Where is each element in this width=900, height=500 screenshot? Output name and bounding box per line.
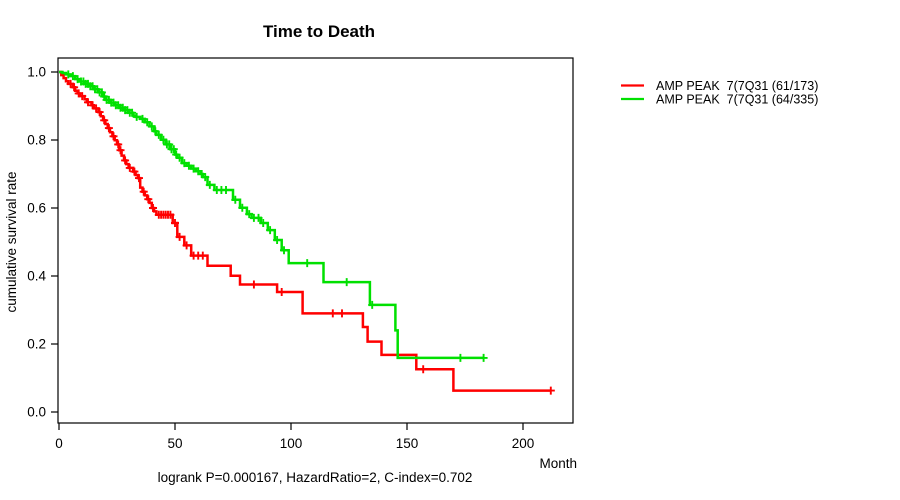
y-tick-label: 0.6 <box>27 201 46 216</box>
y-axis-title: cumulative survival rate <box>4 171 19 312</box>
survival-curve-green <box>59 70 484 360</box>
censor-marks-green <box>64 70 488 362</box>
y-tick-label: 0.0 <box>27 405 46 420</box>
censor-marks-red <box>66 79 555 395</box>
y-tick-label: 0.4 <box>27 269 46 284</box>
survival-curves <box>59 70 555 395</box>
plot-title: Time to Death <box>263 22 375 41</box>
legend: AMP PEAK 7(7Q31 (61/173) AMP PEAK 7(7Q31… <box>621 79 818 107</box>
x-tick-label: 150 <box>396 436 419 451</box>
x-axis-title: Month <box>539 456 577 471</box>
x-tick-label: 0 <box>55 436 63 451</box>
x-tick-label: 200 <box>512 436 535 451</box>
x-axis-ticks: 0 50 100 150 200 <box>55 423 534 451</box>
y-tick-label: 0.8 <box>27 133 46 148</box>
y-tick-label: 1.0 <box>27 65 46 80</box>
y-axis-ticks: 0.0 0.2 0.4 0.6 0.8 1.0 <box>27 65 58 420</box>
survival-curve-red <box>59 70 551 392</box>
legend-label-red: AMP PEAK 7(7Q31 (61/173) <box>656 79 818 93</box>
plot-box <box>57 57 574 424</box>
y-tick-label: 0.2 <box>27 337 46 352</box>
x-tick-label: 100 <box>280 436 303 451</box>
x-tick-label: 50 <box>167 436 182 451</box>
logrank-caption: logrank P=0.000167, HazardRatio=2, C-ind… <box>158 470 473 485</box>
legend-label-green: AMP PEAK 7(7Q31 (64/335) <box>656 93 818 107</box>
